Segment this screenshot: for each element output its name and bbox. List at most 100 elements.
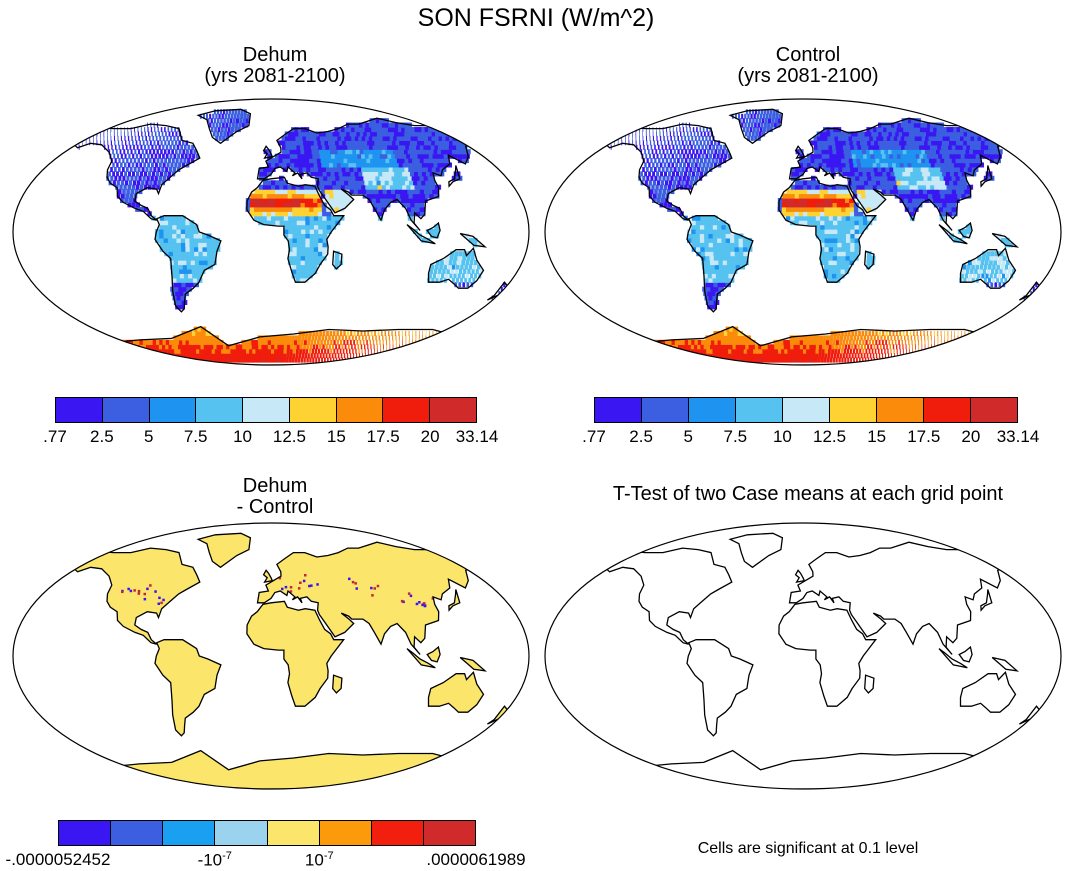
map-cell bbox=[130, 189, 134, 194]
map-cell bbox=[326, 331, 329, 336]
map-cell bbox=[284, 344, 287, 349]
map-cell bbox=[93, 140, 94, 145]
diff-cell bbox=[144, 593, 147, 596]
map-cell bbox=[677, 149, 679, 154]
map-cell bbox=[653, 132, 654, 137]
map-cell bbox=[296, 260, 301, 265]
map-cell bbox=[141, 358, 149, 363]
map-cell bbox=[117, 132, 118, 137]
map-cell bbox=[318, 251, 323, 256]
map-cell bbox=[161, 140, 163, 145]
map-cell bbox=[165, 167, 168, 172]
map-cell bbox=[663, 353, 671, 358]
map-cell bbox=[313, 207, 318, 212]
map-cell bbox=[114, 140, 115, 145]
map-cell bbox=[155, 163, 158, 168]
map-cell bbox=[431, 340, 432, 345]
map-cell bbox=[692, 220, 697, 225]
map-cell bbox=[92, 353, 101, 358]
map-cell bbox=[944, 331, 945, 336]
map-cell bbox=[677, 136, 679, 141]
map-cell bbox=[456, 265, 460, 270]
map-cell bbox=[842, 220, 847, 225]
map-cell bbox=[427, 353, 429, 358]
map-cell bbox=[855, 242, 860, 247]
map-cell bbox=[374, 349, 375, 354]
map-cell bbox=[615, 335, 623, 340]
map-cell bbox=[600, 331, 608, 336]
map-cell bbox=[275, 185, 280, 190]
map-cell bbox=[124, 171, 127, 176]
map-cell bbox=[165, 132, 167, 137]
map-cell bbox=[694, 358, 701, 363]
map-cell bbox=[385, 358, 386, 363]
map-cell bbox=[611, 136, 612, 141]
map-cell bbox=[301, 247, 306, 252]
map-cell bbox=[988, 265, 992, 270]
map-cell bbox=[116, 149, 118, 154]
map-cell bbox=[88, 344, 97, 349]
map-cell bbox=[95, 344, 103, 349]
map-cell bbox=[118, 358, 126, 363]
map-cell bbox=[470, 260, 474, 265]
diff-cell bbox=[316, 583, 319, 586]
map-cell bbox=[318, 349, 320, 354]
map-cell bbox=[225, 123, 228, 128]
map-cell bbox=[271, 353, 275, 358]
map-cell bbox=[374, 344, 375, 349]
map-cell bbox=[232, 123, 235, 128]
map-cell bbox=[97, 358, 106, 363]
map-cell bbox=[1008, 269, 1011, 274]
map-cell bbox=[673, 127, 674, 132]
map-cell bbox=[250, 202, 255, 207]
map-cell bbox=[124, 132, 125, 137]
map-cell bbox=[405, 358, 407, 363]
map-cell bbox=[923, 358, 925, 363]
map-cell bbox=[304, 353, 307, 358]
map-cell bbox=[611, 335, 619, 340]
map-cell bbox=[867, 353, 869, 358]
map-cell bbox=[680, 145, 682, 150]
map-cell bbox=[74, 340, 83, 345]
map-cell bbox=[398, 331, 399, 336]
map-cell bbox=[842, 242, 847, 247]
map-cell bbox=[833, 234, 838, 239]
map-cell bbox=[318, 358, 320, 363]
map-cell bbox=[829, 340, 832, 345]
map-cell bbox=[296, 265, 301, 270]
map-cell bbox=[865, 358, 867, 363]
map-cell bbox=[121, 127, 122, 132]
map-cell bbox=[967, 265, 971, 270]
map-cell bbox=[768, 118, 771, 123]
map-cell bbox=[887, 349, 888, 354]
map-cell bbox=[799, 185, 804, 190]
map-cell bbox=[281, 335, 285, 340]
map-cell bbox=[288, 198, 293, 203]
map-cell bbox=[811, 185, 816, 190]
map-cell bbox=[752, 118, 755, 123]
map-cell bbox=[134, 158, 137, 163]
map-cell bbox=[755, 132, 758, 137]
map-cell bbox=[310, 234, 315, 239]
map-cell bbox=[110, 132, 111, 137]
map-cell bbox=[896, 344, 897, 349]
map-cell bbox=[685, 358, 692, 363]
map-cell bbox=[984, 335, 986, 340]
map-cell bbox=[810, 335, 814, 340]
map-cell bbox=[836, 273, 840, 278]
map-cell bbox=[696, 225, 701, 230]
map-cell bbox=[441, 349, 443, 354]
map-cell bbox=[156, 358, 163, 363]
map-cell bbox=[824, 265, 829, 270]
map-cell bbox=[112, 171, 115, 176]
map-cell bbox=[177, 220, 182, 225]
map-cell bbox=[676, 353, 683, 358]
map-cell bbox=[185, 225, 190, 230]
map-cell bbox=[992, 278, 995, 283]
map-cell bbox=[375, 335, 377, 340]
map-cell bbox=[716, 145, 719, 150]
map-cell bbox=[275, 202, 280, 207]
map-cell bbox=[155, 154, 158, 159]
map-cell bbox=[696, 234, 701, 239]
map-cell bbox=[271, 194, 276, 199]
